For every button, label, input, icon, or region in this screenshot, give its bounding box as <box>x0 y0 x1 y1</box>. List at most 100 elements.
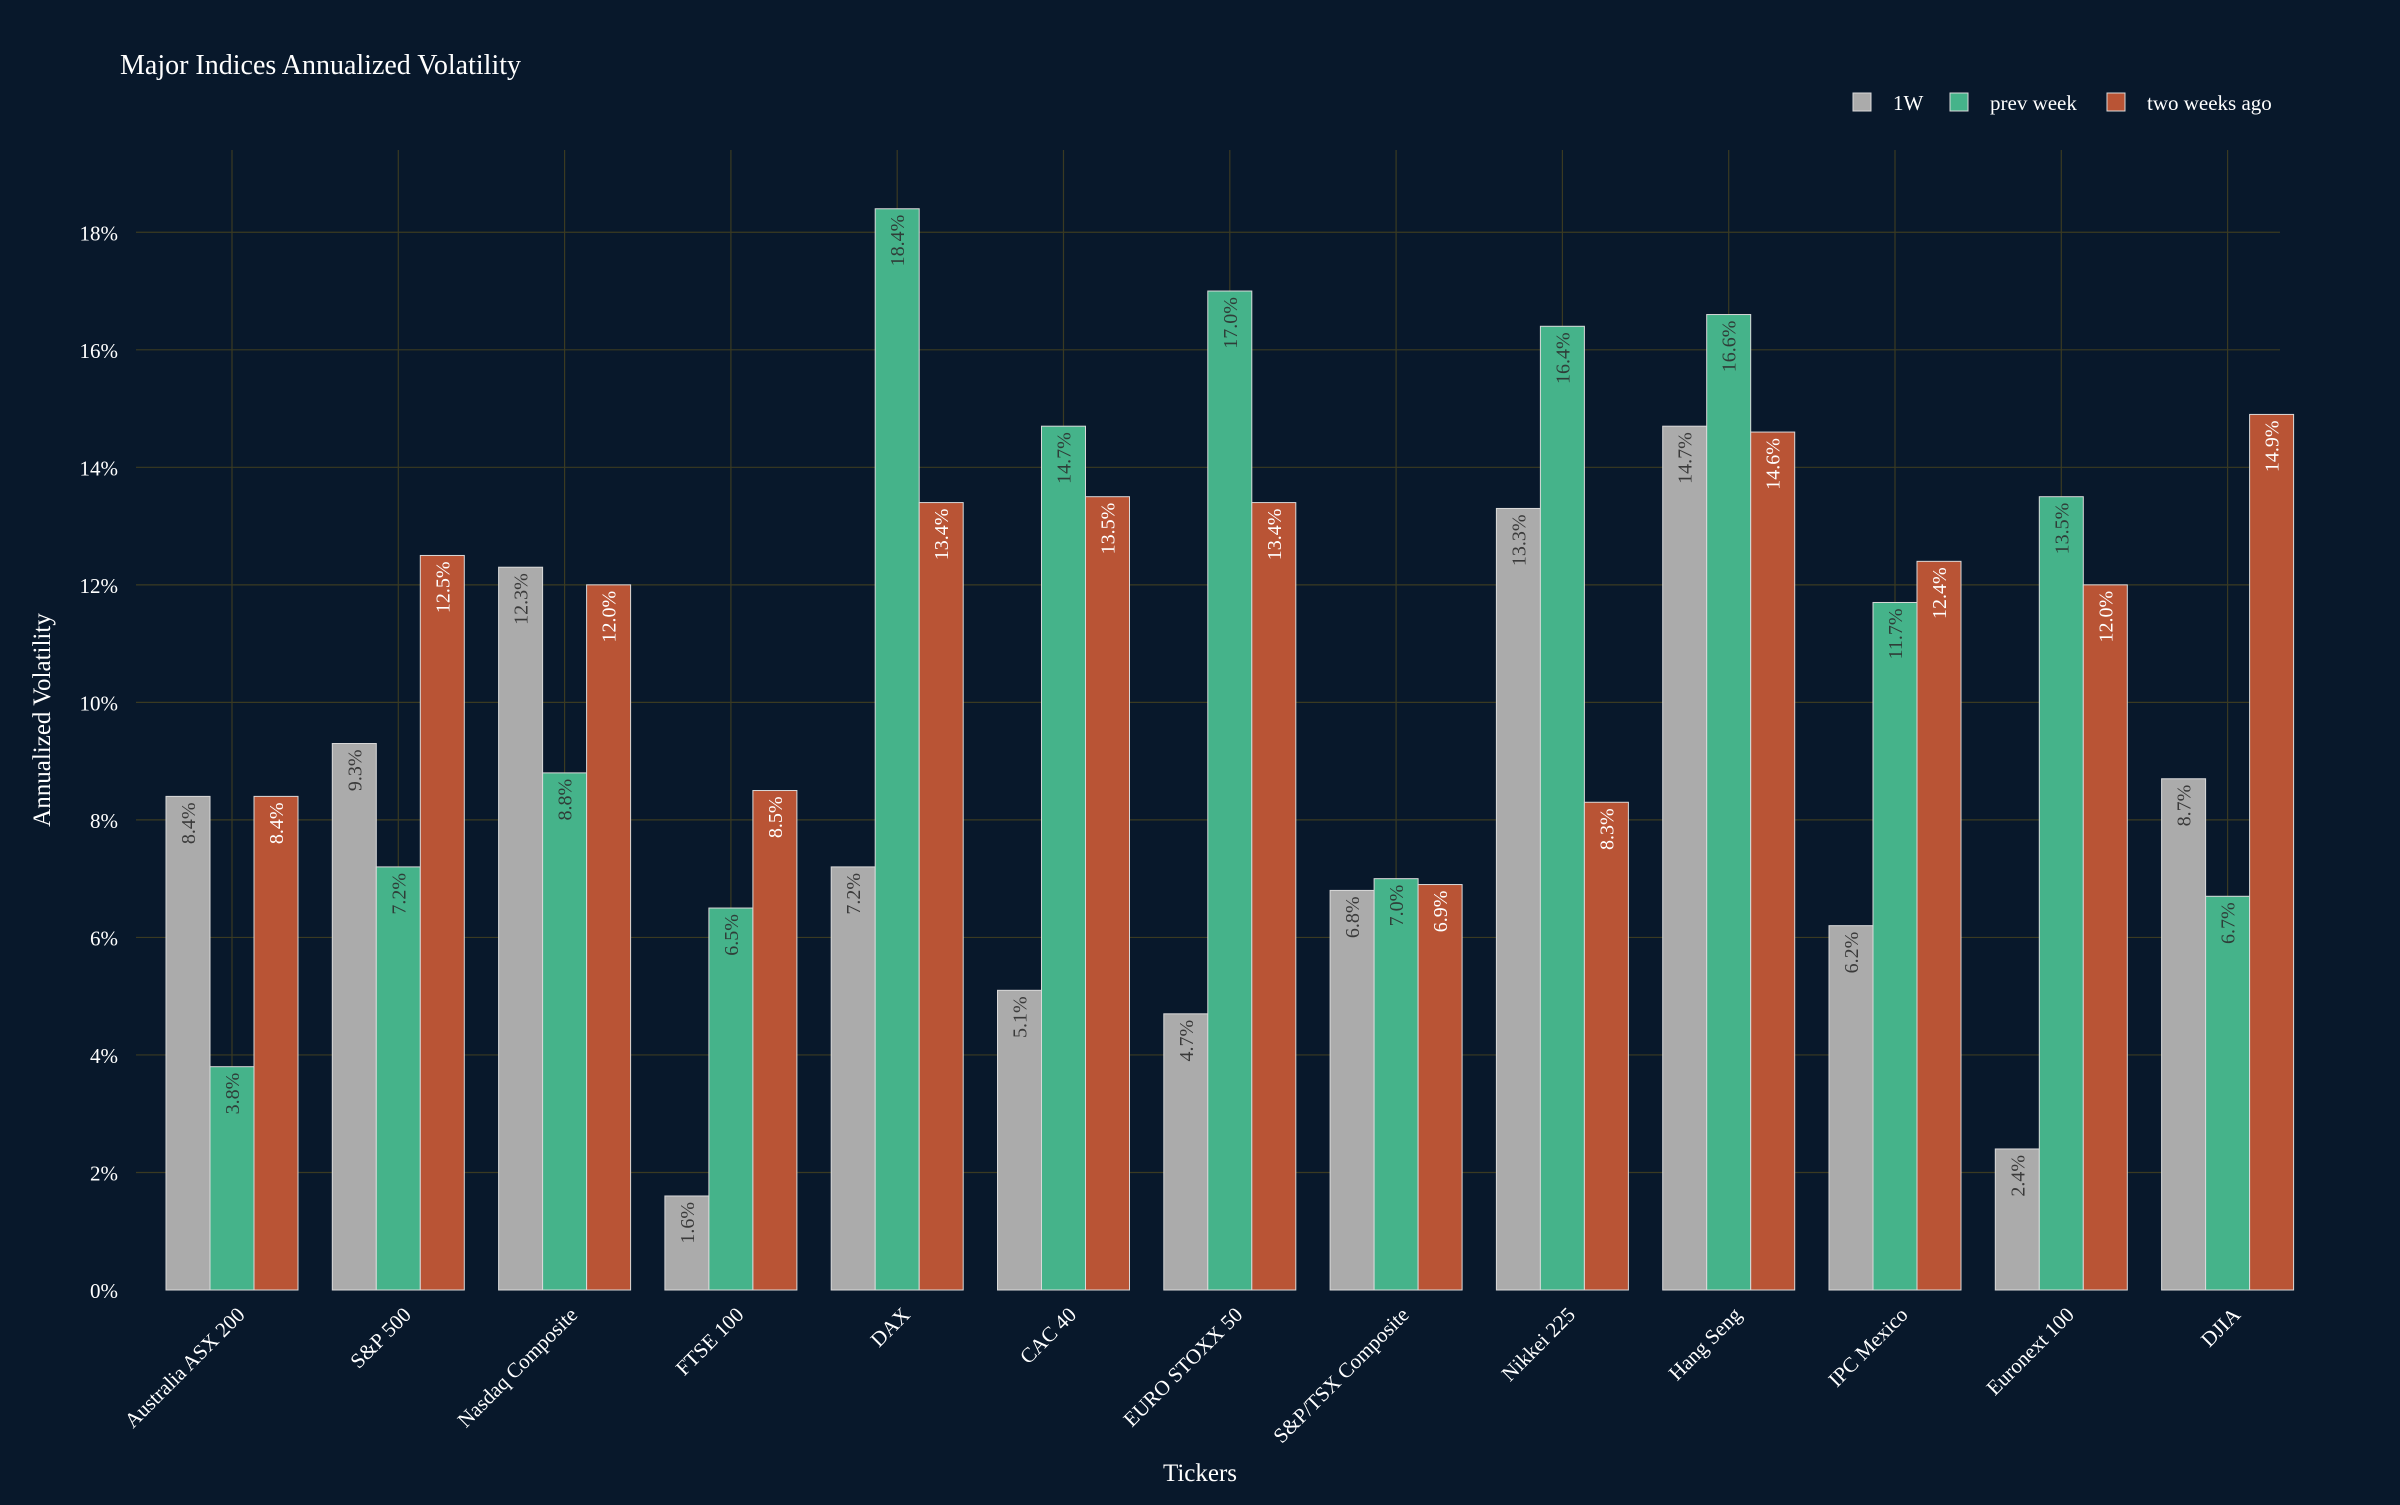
x-tick-label: Euronext 100 <box>1981 1303 2078 1400</box>
bar-value-label: 8.3% <box>1596 808 1618 850</box>
bar <box>1329 889 1375 1291</box>
x-tick-label: Nikkei 225 <box>1497 1303 1580 1386</box>
bar <box>830 866 876 1291</box>
bar-value-label: 6.7% <box>2218 902 2240 944</box>
bar-value-label: 13.3% <box>1508 514 1530 566</box>
bar <box>1207 290 1253 1291</box>
bar <box>1163 1013 1209 1291</box>
bar-value-label: 3.8% <box>222 1073 244 1115</box>
y-tick-label: 16% <box>80 339 119 363</box>
bar <box>664 1195 710 1291</box>
bar-value-label: 8.7% <box>2174 785 2196 827</box>
legend-swatch <box>1949 92 1969 112</box>
x-tick-label: S&P 500 <box>345 1303 415 1373</box>
bar <box>874 208 920 1291</box>
bar <box>2038 496 2084 1291</box>
x-tick-label: IPC Mexico <box>1823 1303 1912 1392</box>
bar-value-label: 12.3% <box>511 573 533 625</box>
bar-value-label: 7.2% <box>843 873 865 915</box>
x-tick-label: DJIA <box>2196 1302 2246 1352</box>
bar <box>331 743 377 1291</box>
bar-value-label: 8.8% <box>555 779 577 821</box>
bar <box>253 795 299 1291</box>
bar-value-label: 14.7% <box>1675 432 1697 484</box>
bar <box>165 795 211 1291</box>
bar <box>375 866 421 1291</box>
bar-value-label: 6.2% <box>1841 932 1863 974</box>
y-tick-label: 14% <box>80 456 119 480</box>
bar <box>586 584 632 1291</box>
bar <box>1251 502 1297 1291</box>
bar-value-label: 12.5% <box>432 561 454 613</box>
x-tick-label: DAX <box>866 1303 915 1352</box>
bar <box>1872 601 1918 1291</box>
bar <box>498 566 544 1291</box>
legend-item[interactable]: prev week <box>1949 91 2077 115</box>
bar <box>752 790 798 1291</box>
bar-value-label: 13.4% <box>931 509 953 561</box>
x-tick-label: Australia ASX 200 <box>120 1303 250 1433</box>
legend-label: two weeks ago <box>2147 91 2272 115</box>
bar <box>708 907 754 1291</box>
bar-value-label: 7.0% <box>1386 885 1408 927</box>
legend-label: 1W <box>1893 91 1924 115</box>
y-tick-label: 6% <box>90 926 118 950</box>
bar <box>419 554 465 1291</box>
x-tick-label: Hang Seng <box>1664 1302 1747 1385</box>
bar-value-label: 6.5% <box>721 914 743 956</box>
bar-value-label: 14.7% <box>1054 432 1076 484</box>
bar <box>1706 314 1752 1291</box>
y-tick-label: 4% <box>90 1044 118 1068</box>
bar-value-label: 13.5% <box>2051 503 2073 555</box>
bar-value-label: 18.4% <box>887 215 909 267</box>
bar <box>1750 431 1796 1291</box>
legend-item[interactable]: 1W <box>1852 91 1924 115</box>
bar <box>1994 1148 2040 1291</box>
bar-value-label: 14.6% <box>1763 438 1785 490</box>
bar-value-label: 12.0% <box>599 591 621 643</box>
bar-value-label: 16.4% <box>1552 332 1574 384</box>
bar <box>1085 496 1130 1291</box>
bars <box>165 208 2295 1291</box>
legend-swatch <box>2106 92 2126 112</box>
bar-value-label: 11.7% <box>1885 608 1907 659</box>
bar-value-label: 8.5% <box>765 797 787 839</box>
bar-value-label: 6.8% <box>1342 896 1364 938</box>
y-tick-label: 0% <box>90 1279 118 1303</box>
y-tick-label: 10% <box>80 691 119 715</box>
x-tick-label: EURO STOXX 50 <box>1118 1303 1247 1432</box>
y-tick-label: 2% <box>90 1161 118 1185</box>
bar <box>2249 413 2295 1291</box>
x-tick-label: FTSE 100 <box>671 1303 749 1381</box>
y-axis-title: Annualized Volatility <box>29 613 56 827</box>
bar <box>2205 895 2251 1291</box>
bar-value-label: 5.1% <box>1010 996 1032 1038</box>
bar <box>1916 560 1962 1291</box>
bar-value-label: 1.6% <box>677 1202 699 1244</box>
x-axis-title: Tickers <box>1163 1460 1237 1487</box>
bar-value-label: 6.9% <box>1430 891 1452 933</box>
bar <box>542 772 588 1291</box>
bar-value-label: 2.4% <box>2007 1155 2029 1197</box>
bar <box>1373 878 1419 1291</box>
chart-title: Major Indices Annualized Volatility <box>120 50 521 81</box>
bar <box>918 502 964 1291</box>
y-tick-label: 8% <box>90 809 118 833</box>
legend[interactable]: 1W prev week two weeks ago <box>1852 91 2272 115</box>
bar-value-label: 14.9% <box>2262 420 2284 472</box>
bar-value-label: 8.4% <box>178 802 200 844</box>
bar-value-label: 17.0% <box>1220 297 1242 349</box>
bar <box>1828 925 1874 1291</box>
bar <box>1583 801 1629 1291</box>
legend-label: prev week <box>1990 91 2077 115</box>
bar-value-label: 8.4% <box>266 802 288 844</box>
data-labels: 8.4% 9.3% 12.3% 1.6% 7.2% 5.1% 4.7% 6.8% 13.3% 14… <box>178 215 2284 1244</box>
bar-value-label: 4.7% <box>1176 1020 1198 1062</box>
y-tick-label: 12% <box>80 574 119 598</box>
legend-item[interactable]: two weeks ago <box>2106 91 2272 115</box>
bar-value-label: 16.6% <box>1719 321 1741 373</box>
bar-value-label: 12.0% <box>2095 591 2117 643</box>
bar <box>1041 425 1086 1291</box>
